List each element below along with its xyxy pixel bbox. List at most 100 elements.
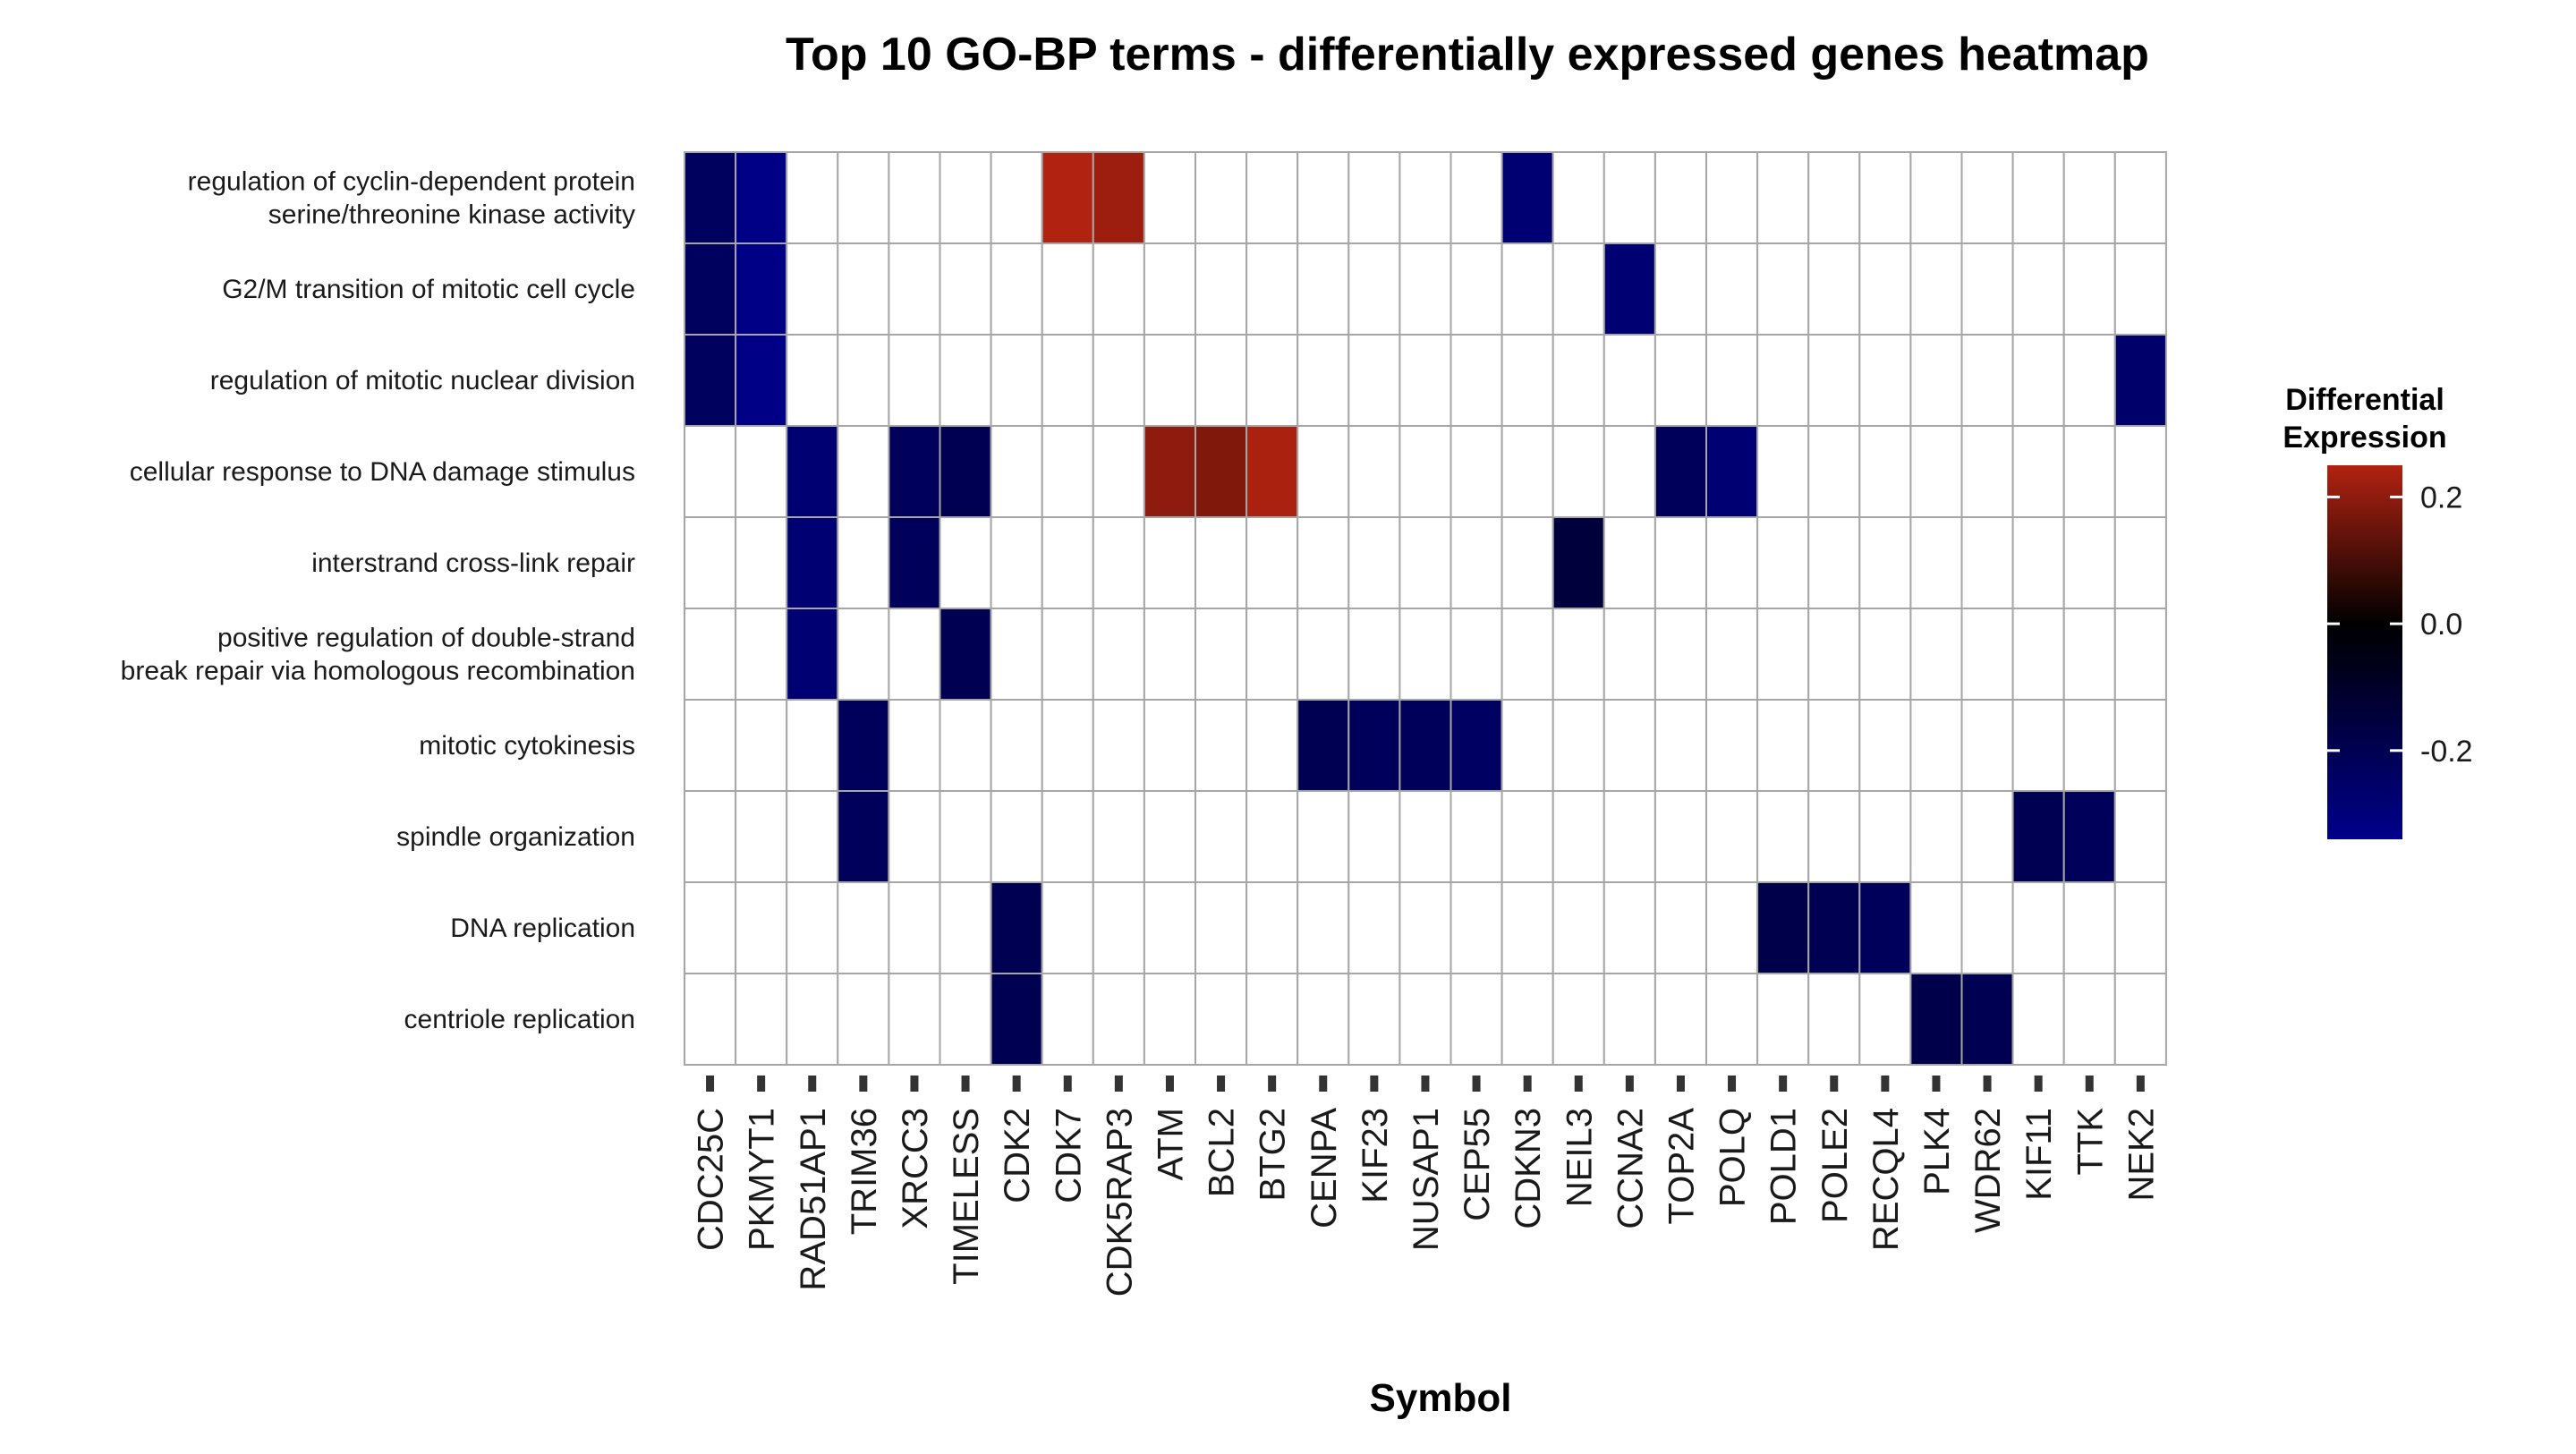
heatmap-cell	[2062, 881, 2116, 974]
heatmap-cell	[735, 151, 788, 244]
heatmap-cell	[1143, 334, 1197, 427]
heatmap-cell	[1603, 608, 1656, 701]
heatmap-cell	[990, 608, 1043, 701]
heatmap-cell	[1194, 790, 1248, 883]
heatmap-cell	[1092, 242, 1145, 336]
heatmap-cell	[1858, 790, 1912, 883]
heatmap-cell	[1399, 699, 1452, 792]
row-label: DNA replication	[450, 914, 635, 943]
heatmap-cell	[1858, 608, 1912, 701]
heatmap-cell	[1194, 608, 1248, 701]
heatmap-cell	[1858, 973, 1912, 1066]
heatmap-cell	[735, 699, 788, 792]
heatmap-cell	[1960, 151, 2014, 244]
x-axis-labels: CDC25C PKMYT1 RAD51AP1 TRIM36 XRCC3 TIMELESS C…	[692, 1108, 2162, 1297]
heatmap-cell	[1399, 973, 1452, 1066]
heatmap-cell	[1297, 608, 1350, 701]
heatmap-cell	[2113, 151, 2167, 244]
heatmap-cell	[1143, 608, 1197, 701]
heatmap-cell	[990, 790, 1043, 883]
x-tick-label: BCL2	[1203, 1108, 1242, 1197]
heatmap-cell	[1909, 881, 1963, 974]
heatmap-cell	[1501, 242, 1554, 336]
heatmap-cell	[684, 790, 737, 883]
heatmap-cell	[1654, 790, 1708, 883]
heatmap-cell	[1348, 973, 1401, 1066]
heatmap-cell	[1654, 242, 1708, 336]
heatmap-cell	[1297, 881, 1350, 974]
heatmap-cell	[2011, 608, 2065, 701]
heatmap-cell	[684, 425, 737, 518]
x-tick-label: CCNA2	[1611, 1108, 1650, 1229]
heatmap-cell	[1450, 790, 1503, 883]
heatmap-cell	[2062, 973, 2116, 1066]
heatmap-cell	[1552, 151, 1605, 244]
heatmap-cell	[1092, 881, 1145, 974]
heatmap-cell	[939, 242, 992, 336]
heatmap-cell	[1245, 516, 1299, 609]
heatmap-cell	[2113, 973, 2167, 1066]
heatmap-cell	[1399, 334, 1452, 427]
heatmap-cell	[1654, 973, 1708, 1066]
heatmap-cell	[2062, 790, 2116, 883]
heatmap-cell	[1399, 790, 1452, 883]
heatmap-cell	[2011, 242, 2065, 336]
heatmap-cell	[1858, 881, 1912, 974]
heatmap-cell	[1603, 151, 1656, 244]
heatmap-cell	[1909, 151, 1963, 244]
heatmap-cell	[1245, 973, 1299, 1066]
x-tick-label: KIF23	[1356, 1108, 1395, 1203]
heatmap-cell	[1654, 608, 1708, 701]
heatmap-cell	[1807, 425, 1861, 518]
heatmap-cell	[2011, 334, 2065, 427]
heatmap-cell	[1960, 334, 2014, 427]
row-label: centriole replication	[404, 1005, 635, 1034]
heatmap-cell	[1603, 334, 1656, 427]
heatmap-cell	[837, 516, 890, 609]
heatmap-cell	[684, 881, 737, 974]
legend-tick-label: -0.2	[2420, 735, 2473, 769]
heatmap-cell	[837, 699, 890, 792]
heatmap-cell	[1399, 881, 1452, 974]
heatmap-cell	[786, 881, 839, 974]
heatmap-cell	[684, 242, 737, 336]
heatmap-cell	[888, 881, 941, 974]
heatmap-cell	[1143, 425, 1197, 518]
heatmap-cell	[1807, 881, 1861, 974]
heatmap-cell	[786, 151, 839, 244]
heatmap-cell	[1654, 516, 1708, 609]
heatmap-cell	[939, 973, 992, 1066]
x-tick-label: PKMYT1	[743, 1108, 782, 1251]
heatmap-cell	[1245, 790, 1299, 883]
heatmap-cell	[1297, 790, 1350, 883]
heatmap-cell	[2113, 699, 2167, 792]
x-tick-label: CDC25C	[692, 1108, 731, 1251]
heatmap-cell	[1603, 699, 1656, 792]
heatmap-cell	[1194, 973, 1248, 1066]
x-tick-label: POLD1	[1764, 1108, 1804, 1225]
heatmap-cell	[1501, 699, 1554, 792]
heatmap-cell	[1603, 881, 1656, 974]
heatmap-cell	[939, 334, 992, 427]
heatmap-cell	[888, 151, 941, 244]
heatmap-cell	[888, 242, 941, 336]
x-tick-label: KIF11	[2019, 1108, 2059, 1201]
heatmap-cell	[1909, 973, 1963, 1066]
heatmap-cell	[735, 881, 788, 974]
heatmap-cell	[786, 242, 839, 336]
heatmap-cell	[2011, 881, 2065, 974]
heatmap-cell	[1909, 516, 1963, 609]
heatmap-cell	[1756, 151, 1810, 244]
heatmap-cell	[1705, 699, 1759, 792]
heatmap-cell	[684, 699, 737, 792]
row-label: spindle organization	[396, 822, 635, 852]
heatmap-cell	[1807, 973, 1861, 1066]
x-axis-ticks	[706, 1076, 2145, 1092]
heatmap-cell	[1960, 881, 2014, 974]
heatmap-cell	[1041, 699, 1094, 792]
heatmap-cell	[2113, 242, 2167, 336]
heatmap-cell	[1297, 151, 1350, 244]
heatmap-cell	[1756, 790, 1810, 883]
heatmap-cell	[837, 242, 890, 336]
x-tick-label: ATM	[1151, 1108, 1190, 1180]
